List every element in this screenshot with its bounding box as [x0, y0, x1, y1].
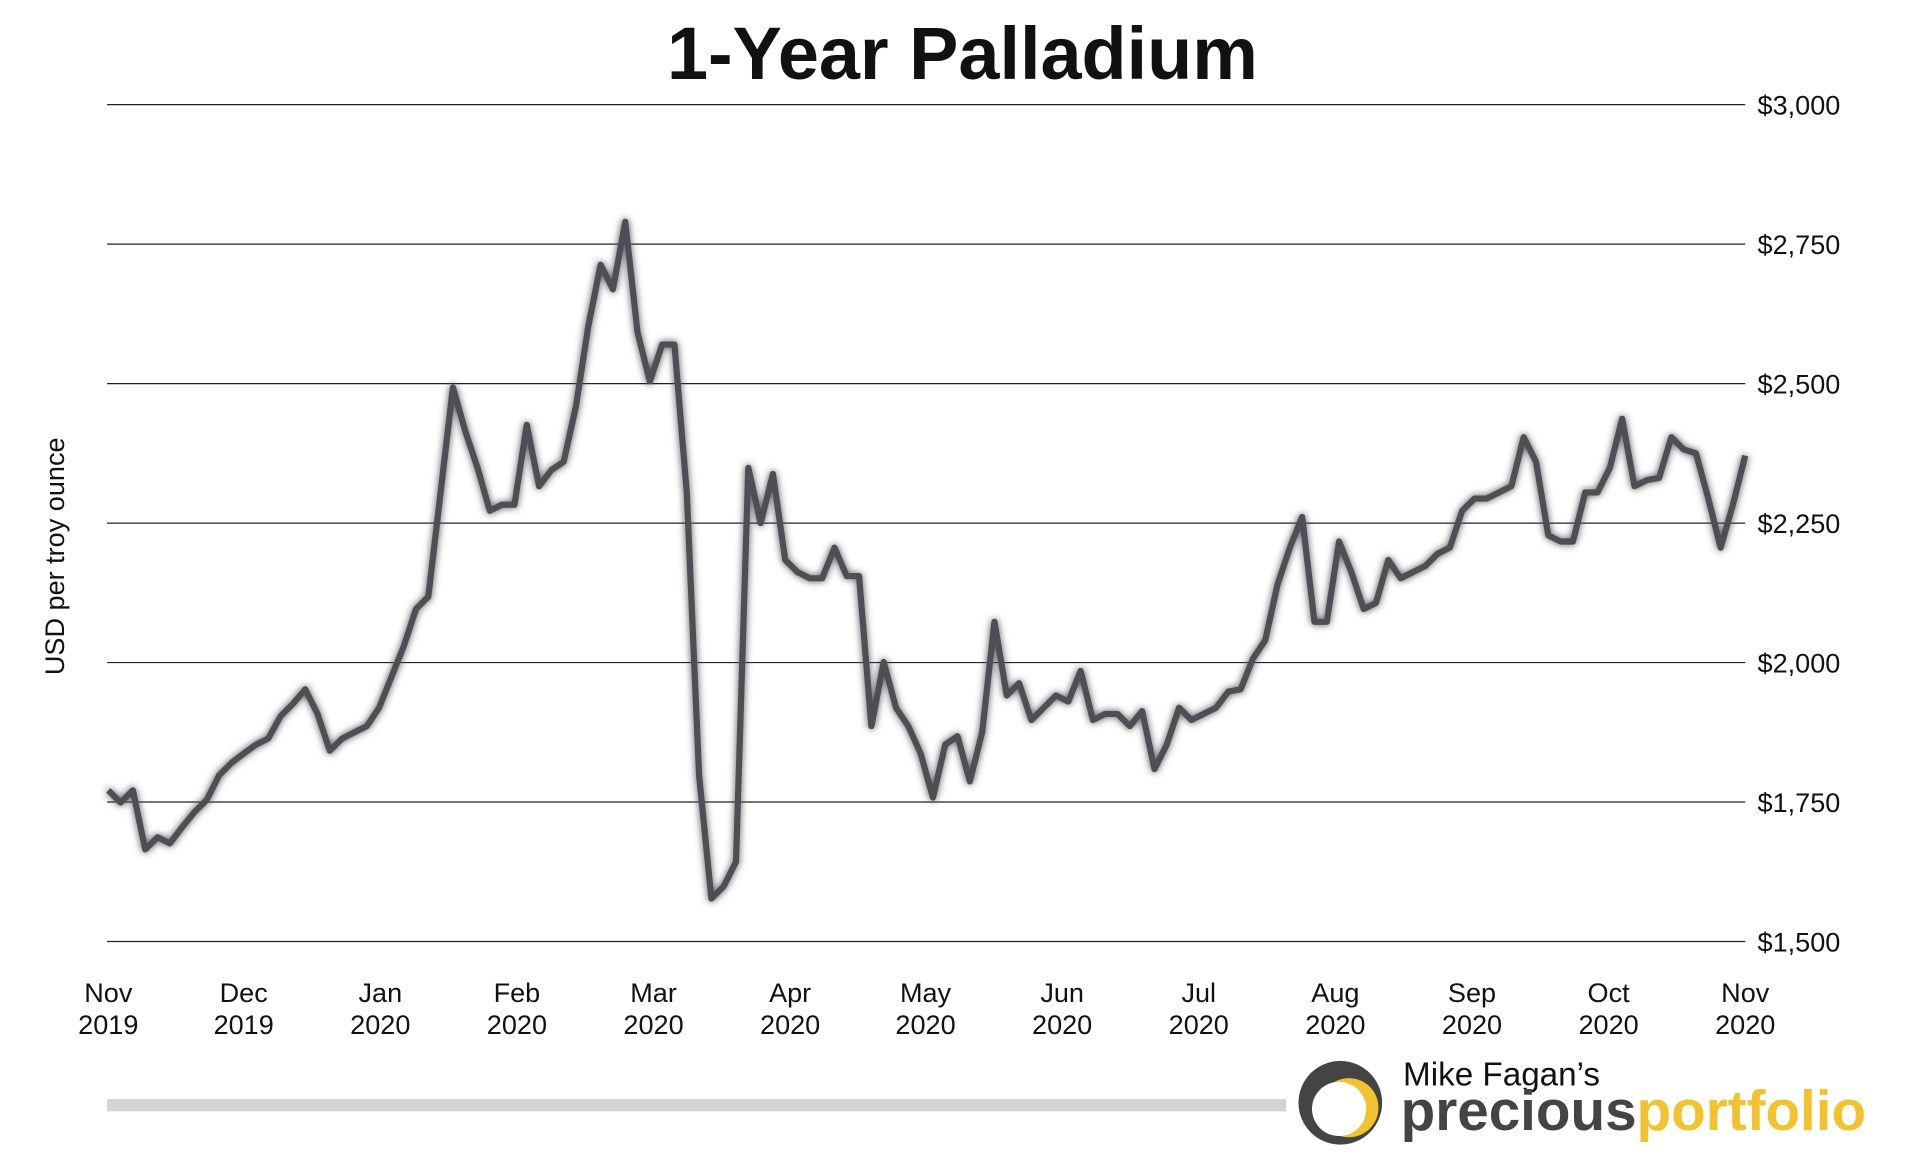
x-tick-label-line: Nov: [84, 977, 133, 1008]
x-tick-label-line: Apr: [769, 977, 811, 1008]
x-tick-label-line: 2020: [1169, 1009, 1229, 1040]
x-tick-label: Mar 2020: [623, 977, 683, 1040]
x-tick-label: Nov 2019: [78, 977, 138, 1040]
logo-center: [1312, 1081, 1367, 1136]
x-tick-label-line: Jan: [358, 977, 402, 1008]
logo-name-2: portfolio: [1637, 1079, 1867, 1142]
x-tick-label-line: Aug: [1311, 977, 1359, 1008]
logo-tagline: Mike Fagan’s: [1403, 1057, 1600, 1094]
x-tick-label-line: 2020: [623, 1009, 683, 1040]
price-line: [106, 218, 1749, 902]
x-tick-label-line: Dec: [220, 977, 268, 1008]
x-tick-label-line: Mar: [630, 977, 677, 1008]
x-tick-label: Jan 2020: [350, 977, 410, 1040]
x-tick-label: May 2020: [895, 977, 955, 1040]
x-tick-label-line: 2020: [760, 1009, 820, 1040]
x-tick-label-line: 2020: [487, 1009, 547, 1040]
y-tick-label: $1,500: [1758, 926, 1841, 957]
x-tick-label: Feb 2020: [487, 977, 547, 1040]
logo-name-1: precious: [1401, 1079, 1637, 1142]
x-tick-label: Sep 2020: [1442, 977, 1502, 1040]
logo-name: preciousportfolio: [1401, 1079, 1866, 1142]
x-tick-label: Jun 2020: [1032, 977, 1092, 1040]
x-tick-label-line: 2019: [214, 1009, 274, 1040]
x-tick-label-line: 2020: [1715, 1009, 1775, 1040]
x-tick-label-line: 2019: [78, 1009, 138, 1040]
chart-title: 1-Year Palladium: [667, 12, 1258, 95]
footer-bar: [107, 1099, 1287, 1112]
x-tick-label: Jul 2020: [1169, 977, 1229, 1040]
x-tick-label-line: Oct: [1588, 977, 1631, 1008]
x-tick-label: Nov 2020: [1715, 977, 1775, 1040]
y-tick-label: $2,750: [1758, 229, 1841, 260]
x-tick-label-line: Jun: [1040, 977, 1084, 1008]
x-tick-label: Apr 2020: [760, 977, 820, 1040]
x-tick-label-line: 2020: [1579, 1009, 1639, 1040]
x-tick-label-line: Nov: [1721, 977, 1770, 1008]
x-tick-label-line: 2020: [1032, 1009, 1092, 1040]
y-tick-label: $3,000: [1758, 89, 1841, 120]
x-tick-label-line: 2020: [1305, 1009, 1365, 1040]
y-axis-label: USD per troy ounce: [39, 437, 70, 675]
x-tick-label-line: Sep: [1448, 977, 1496, 1008]
y-tick-label: $2,250: [1758, 508, 1841, 539]
x-tick-label-line: 2020: [350, 1009, 410, 1040]
x-tick-label: Dec 2019: [214, 977, 274, 1040]
logo: Mike Fagan’s preciousportfolio: [1298, 1057, 1866, 1145]
x-tick-label: Oct 2020: [1579, 977, 1639, 1040]
x-tick-label-line: May: [900, 977, 952, 1008]
x-tick-label-line: Feb: [494, 977, 541, 1008]
x-tick-label-line: Jul: [1181, 977, 1216, 1008]
x-tick-label-line: 2020: [895, 1009, 955, 1040]
y-tick-label: $2,000: [1758, 647, 1841, 678]
y-tick-label: $1,750: [1758, 787, 1841, 818]
x-tick-label-line: 2020: [1442, 1009, 1502, 1040]
y-tick-label: $2,500: [1758, 368, 1841, 399]
x-tick-label: Aug 2020: [1305, 977, 1365, 1040]
